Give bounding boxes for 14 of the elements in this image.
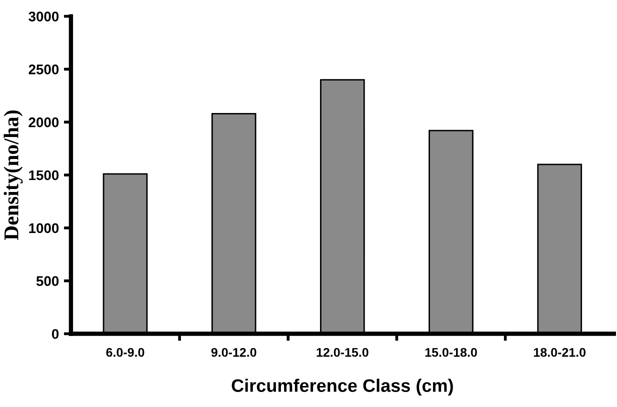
x-tick-label: 15.0-18.0	[425, 348, 477, 357]
x-tick-label: 6.0-9.0	[106, 348, 144, 357]
y-tick-label: 3000	[28, 12, 59, 22]
y-axis-title: Density(no/ha)	[4, 110, 23, 240]
y-tick-label: 0	[52, 329, 59, 339]
y-tick-label: 1500	[29, 170, 59, 180]
x-tick-label: 9.0-12.0	[211, 348, 256, 357]
x-axis-title: Circumference Class (cm)	[232, 378, 453, 396]
y-tick-label: 2500	[28, 64, 59, 74]
y-tick-label: 500	[36, 276, 59, 286]
y-tick-label: 1000	[29, 223, 59, 234]
x-tick-label: 18.0-21.0	[534, 348, 586, 357]
y-tick-label: 2000	[28, 117, 59, 128]
x-tick-label: 12.0-15.0	[316, 348, 368, 357]
